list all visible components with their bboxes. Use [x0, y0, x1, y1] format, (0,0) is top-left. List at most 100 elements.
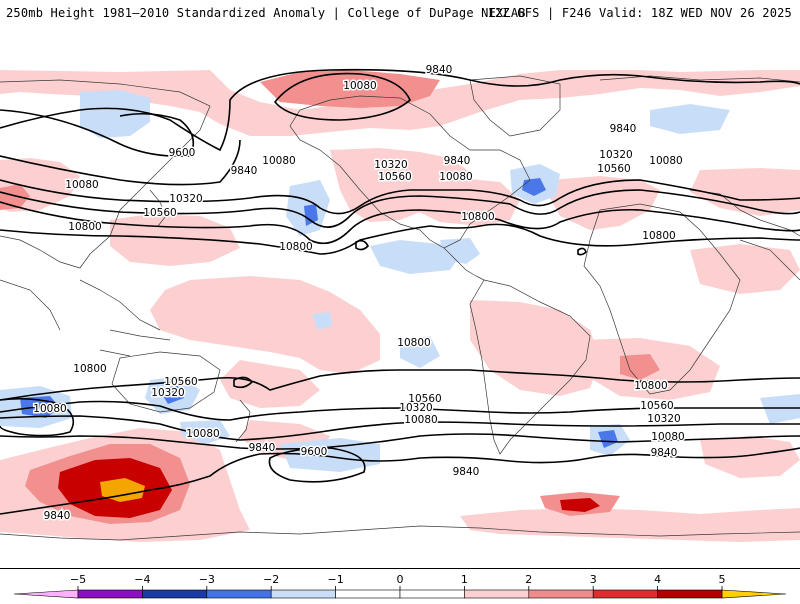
contour-label-10320: 10320: [374, 159, 407, 171]
contour-labels: 1008098409600984010080100801032010560108…: [32, 63, 686, 524]
contour-label-10560: 10560: [378, 171, 411, 183]
contour-label-9600: 9600: [301, 446, 328, 458]
model-valid-time: 12Z GFS | F246 Valid: 18Z WED NOV 26 202…: [487, 6, 792, 20]
neg1-europe: [650, 104, 730, 134]
africa-coast: [583, 203, 741, 395]
colorbar-under-triangle: [13, 589, 79, 599]
neg1-caribbean: [440, 238, 480, 264]
contour-10800-south: [0, 369, 800, 401]
contour-10320-south: [0, 415, 800, 441]
arabia-india-coast: [0, 239, 800, 331]
contour-label-10080: 10080: [404, 414, 437, 426]
colorbar-cell: [657, 589, 723, 599]
neg2-south-atlantic: [598, 430, 618, 448]
contour-label-10800: 10800: [642, 230, 675, 242]
colorbar-cell: [399, 589, 465, 599]
colorbar-cell: [142, 589, 208, 599]
contour-9840-north: [0, 68, 800, 152]
contour-label-9600: 9600: [169, 147, 196, 159]
japan-coast: [149, 189, 167, 227]
colorbar-tick-label: −4: [134, 573, 150, 586]
pos3-southern-east: [560, 498, 600, 512]
neg2-australia-south: [158, 386, 184, 404]
neg1-south-indian: [760, 394, 800, 424]
colorbar-tick-label: 4: [654, 573, 661, 586]
colorbar-ticks: −5 −4 −3 −2 −1 0 1 2 3 4 5: [70, 573, 726, 590]
contour-label-10560: 10560: [143, 207, 176, 219]
anomaly-map: 10080 9840 9600 9840 10080 10080 10320 10560 108…: [0, 40, 800, 558]
contour-label-10080: 10080: [262, 155, 295, 167]
contour-9600-north-pacific: [0, 109, 195, 158]
pos1-south-indian: [700, 436, 800, 478]
new-zealand-coast: [235, 399, 251, 443]
colorbar-cell: [592, 589, 658, 599]
contour-10080-north: [0, 179, 800, 215]
contour-label-10560: 10560: [640, 400, 673, 412]
contour-10560-south: [0, 400, 800, 421]
contour-label-10080: 10080: [649, 155, 682, 167]
neg1-south-pacific: [180, 420, 230, 444]
contour-10800-north: [0, 223, 800, 255]
contour-label-9840: 9840: [249, 442, 276, 454]
pos1-europe: [690, 168, 800, 216]
contour-label-10320: 10320: [647, 413, 680, 425]
neg2-alaska: [304, 204, 318, 226]
pos1-southern-east: [460, 508, 800, 542]
neg1-east-pacific: [370, 240, 460, 274]
colorbar-tick-label: 1: [461, 573, 468, 586]
north-america-coast: [289, 95, 531, 249]
colorbar-cells: [13, 589, 787, 599]
height-contours: [0, 68, 800, 515]
colorbar-cell: [464, 589, 530, 599]
contour-9600-south: [268, 447, 366, 483]
colorbar-tick-label: 2: [525, 573, 532, 586]
contour-10080-south: [0, 433, 800, 450]
contour-label-9840: 9840: [444, 155, 471, 167]
colorbar-canvas: −5 −4 −3 −2 −1 0 1 2 3 4 5: [0, 568, 800, 599]
pos2-africa: [620, 354, 660, 380]
pos1-tropical-pacific-2: [220, 360, 320, 408]
contour-label-10080: 10080: [651, 431, 684, 443]
colorbar-tick-label: −1: [327, 573, 343, 586]
neg1-south-pacific-east: [400, 336, 440, 368]
contour-label-10320: 10320: [599, 149, 632, 161]
contour-label-9840: 9840: [231, 165, 258, 177]
contour-label-10320: 10320: [169, 193, 202, 205]
antarctica-coast: [0, 525, 800, 541]
contour-label-10800: 10800: [397, 337, 430, 349]
contour-9840-north-pacific: [0, 139, 241, 186]
contour-label-9840: 9840: [453, 466, 480, 478]
coastlines: [0, 75, 800, 541]
eurasia-coast: [0, 75, 800, 269]
pos1-indian: [690, 244, 800, 294]
contour-label-9840: 9840: [651, 447, 678, 459]
colorbar-cell: [335, 589, 401, 599]
contour-label-10800: 10800: [73, 363, 106, 375]
neg1-central-pacific: [312, 312, 332, 330]
contour-label-10800: 10800: [279, 241, 312, 253]
contour-label-10080: 10080: [439, 171, 472, 183]
contour-10320-north: [0, 189, 800, 228]
colorbar-cell: [528, 589, 594, 599]
colorbar-cell: [77, 589, 143, 599]
contour-label-10080: 10080: [65, 179, 98, 191]
map-canvas: 1008098409600984010080100801032010560108…: [0, 40, 800, 558]
central-america-coast: [443, 247, 485, 281]
contour-label-9840: 9840: [44, 510, 71, 522]
south-america-coast: [469, 279, 591, 455]
australia-coast: [111, 351, 221, 413]
colorbar-over-triangle: [721, 589, 787, 599]
contour-label-10080: 10080: [33, 403, 66, 415]
contour-small-east-pacific: [233, 376, 254, 389]
contour-label-10320: 10320: [399, 402, 432, 414]
southeast-asia-islands: [79, 279, 171, 357]
contour-label-10080: 10080: [343, 80, 376, 92]
contour-label-10320: 10320: [151, 387, 184, 399]
contour-label-10560: 10560: [408, 393, 441, 405]
colorbar-cell: [270, 589, 336, 599]
colorbar-tick-label: −2: [263, 573, 279, 586]
contour-label-9840: 9840: [426, 64, 453, 76]
colorbar-cell: [206, 589, 272, 599]
contour-label-10080: 10080: [186, 428, 219, 440]
contour-10560-north: [0, 201, 800, 245]
